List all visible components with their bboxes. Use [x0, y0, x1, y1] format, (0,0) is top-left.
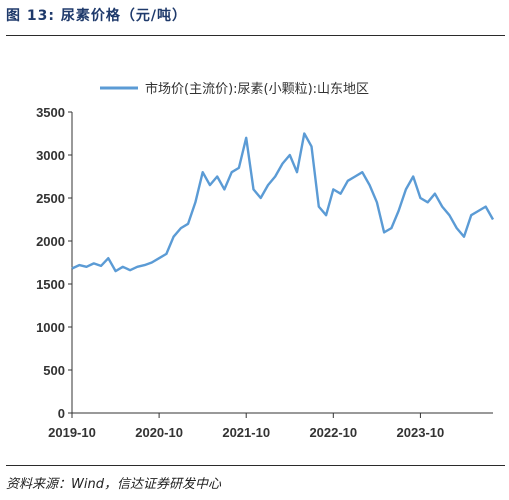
bottom-rule — [6, 465, 505, 466]
x-tick-label: 2022-10 — [309, 425, 357, 440]
urea-price-chart: 市场价(主流价):尿素(小颗粒):山东地区 0 500 1000 1500 2000 25… — [36, 81, 495, 440]
x-tick-label: 2020-10 — [135, 425, 183, 440]
y-tick-label: 2000 — [36, 234, 65, 249]
y-tick-label: 3500 — [36, 105, 65, 120]
y-tick-label: 1500 — [36, 277, 65, 292]
y-tick-label: 2500 — [36, 191, 65, 206]
y-tick-label: 3000 — [36, 148, 65, 163]
source-note: 资料来源：Wind，信达证券研发中心 — [6, 477, 221, 492]
x-tick-label: 2019-10 — [48, 425, 96, 440]
x-axis: 2019-10 2020-10 2021-10 2022-10 2023-10 — [48, 412, 493, 440]
x-tick-label: 2021-10 — [222, 425, 270, 440]
series-line-0 — [71, 132, 495, 273]
figure-title: 图 13: 尿素价格（元/吨） — [6, 8, 187, 24]
x-tick-label: 2023-10 — [397, 425, 445, 440]
chart-legend: 市场价(主流价):尿素(小颗粒):山东地区 — [100, 81, 369, 97]
y-tick-label: 1000 — [36, 320, 65, 335]
y-tick-label: 500 — [43, 363, 65, 378]
legend-label: 市场价(主流价):尿素(小颗粒):山东地区 — [145, 81, 369, 97]
plot-area — [71, 132, 495, 273]
top-rule — [6, 35, 505, 36]
y-tick-label: 0 — [58, 406, 65, 421]
y-axis: 0 500 1000 1500 2000 2500 3000 3500 — [36, 105, 73, 421]
